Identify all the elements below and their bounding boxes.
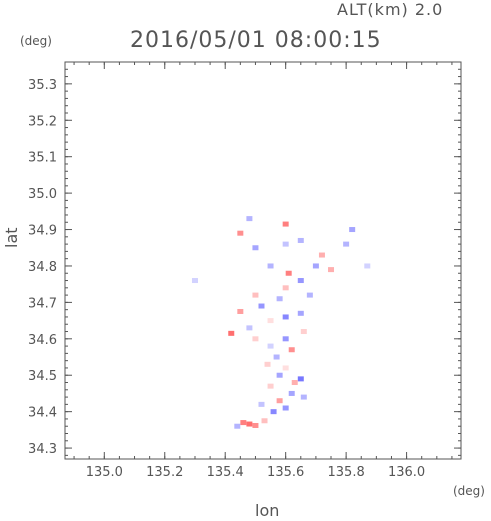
y-tick-label: 35.0	[28, 187, 57, 202]
x-tick-label: 135.0	[86, 465, 123, 480]
data-point	[191, 278, 198, 284]
data-points	[191, 216, 371, 429]
plot-frame	[64, 61, 462, 460]
data-point	[297, 376, 304, 382]
data-point	[258, 303, 265, 309]
data-point	[300, 329, 307, 335]
data-point	[282, 241, 289, 247]
data-point	[364, 263, 371, 269]
data-point	[282, 405, 289, 411]
data-point	[276, 372, 283, 378]
y-tick-label: 35.2	[28, 114, 57, 129]
x-tick-label: 136.0	[388, 465, 425, 480]
data-point	[288, 390, 295, 396]
chart-title: 2016/05/01 08:00:15	[130, 28, 382, 53]
data-point	[282, 285, 289, 291]
x-axis-unit: (deg)	[453, 484, 485, 498]
x-axis-label: lon	[255, 501, 280, 520]
data-point	[300, 394, 307, 400]
x-tick-label: 135.8	[328, 465, 365, 480]
y-tick-label: 34.5	[28, 369, 57, 384]
data-point	[297, 237, 304, 243]
data-point	[237, 308, 244, 314]
data-point	[261, 418, 268, 424]
data-point	[282, 221, 289, 227]
data-point	[273, 354, 280, 360]
data-point	[246, 325, 253, 331]
data-point	[282, 336, 289, 342]
data-point	[276, 296, 283, 302]
data-point	[276, 398, 283, 404]
data-point	[297, 310, 304, 316]
y-tick-label: 35.3	[28, 78, 57, 93]
x-tick-label: 135.2	[146, 465, 183, 480]
data-point	[240, 420, 247, 426]
y-tick-label: 35.1	[28, 151, 57, 166]
data-point	[258, 401, 265, 407]
data-point	[288, 347, 295, 353]
data-point	[291, 380, 298, 386]
x-tick-label: 135.4	[207, 465, 244, 480]
data-point	[282, 314, 289, 320]
data-point	[264, 361, 271, 367]
data-point	[267, 383, 274, 389]
data-point	[297, 278, 304, 284]
data-point	[252, 336, 259, 342]
x-tick-label: 135.6	[267, 465, 304, 480]
data-point	[246, 421, 253, 427]
data-point	[252, 292, 259, 298]
data-point	[349, 227, 356, 233]
altitude-label: ALT(km) 2.0	[337, 0, 444, 19]
y-tick-label: 34.4	[28, 406, 57, 421]
data-point	[318, 252, 325, 258]
data-point	[312, 263, 319, 269]
data-point	[267, 318, 274, 324]
data-point	[252, 422, 259, 428]
data-point	[282, 365, 289, 371]
data-point	[270, 409, 277, 415]
data-point	[234, 423, 241, 429]
data-point	[246, 216, 253, 222]
y-tick-label: 34.8	[28, 260, 57, 275]
y-tick-label: 34.9	[28, 224, 57, 239]
data-point	[252, 245, 259, 251]
data-point	[267, 263, 274, 269]
y-tick-label: 34.7	[28, 296, 57, 311]
y-axis-unit: (deg)	[20, 34, 52, 48]
data-point	[306, 292, 313, 298]
y-tick-label: 34.3	[28, 442, 57, 457]
data-point	[228, 330, 235, 336]
data-point	[343, 241, 350, 247]
data-point	[285, 270, 292, 276]
data-point	[237, 230, 244, 236]
data-point	[328, 267, 335, 273]
axis-ticks: 135.0 135.2 135.4 135.6 135.8 136.0 34.3 34.4 34…	[28, 61, 461, 480]
y-tick-label: 34.6	[28, 333, 57, 348]
data-point	[267, 343, 274, 349]
